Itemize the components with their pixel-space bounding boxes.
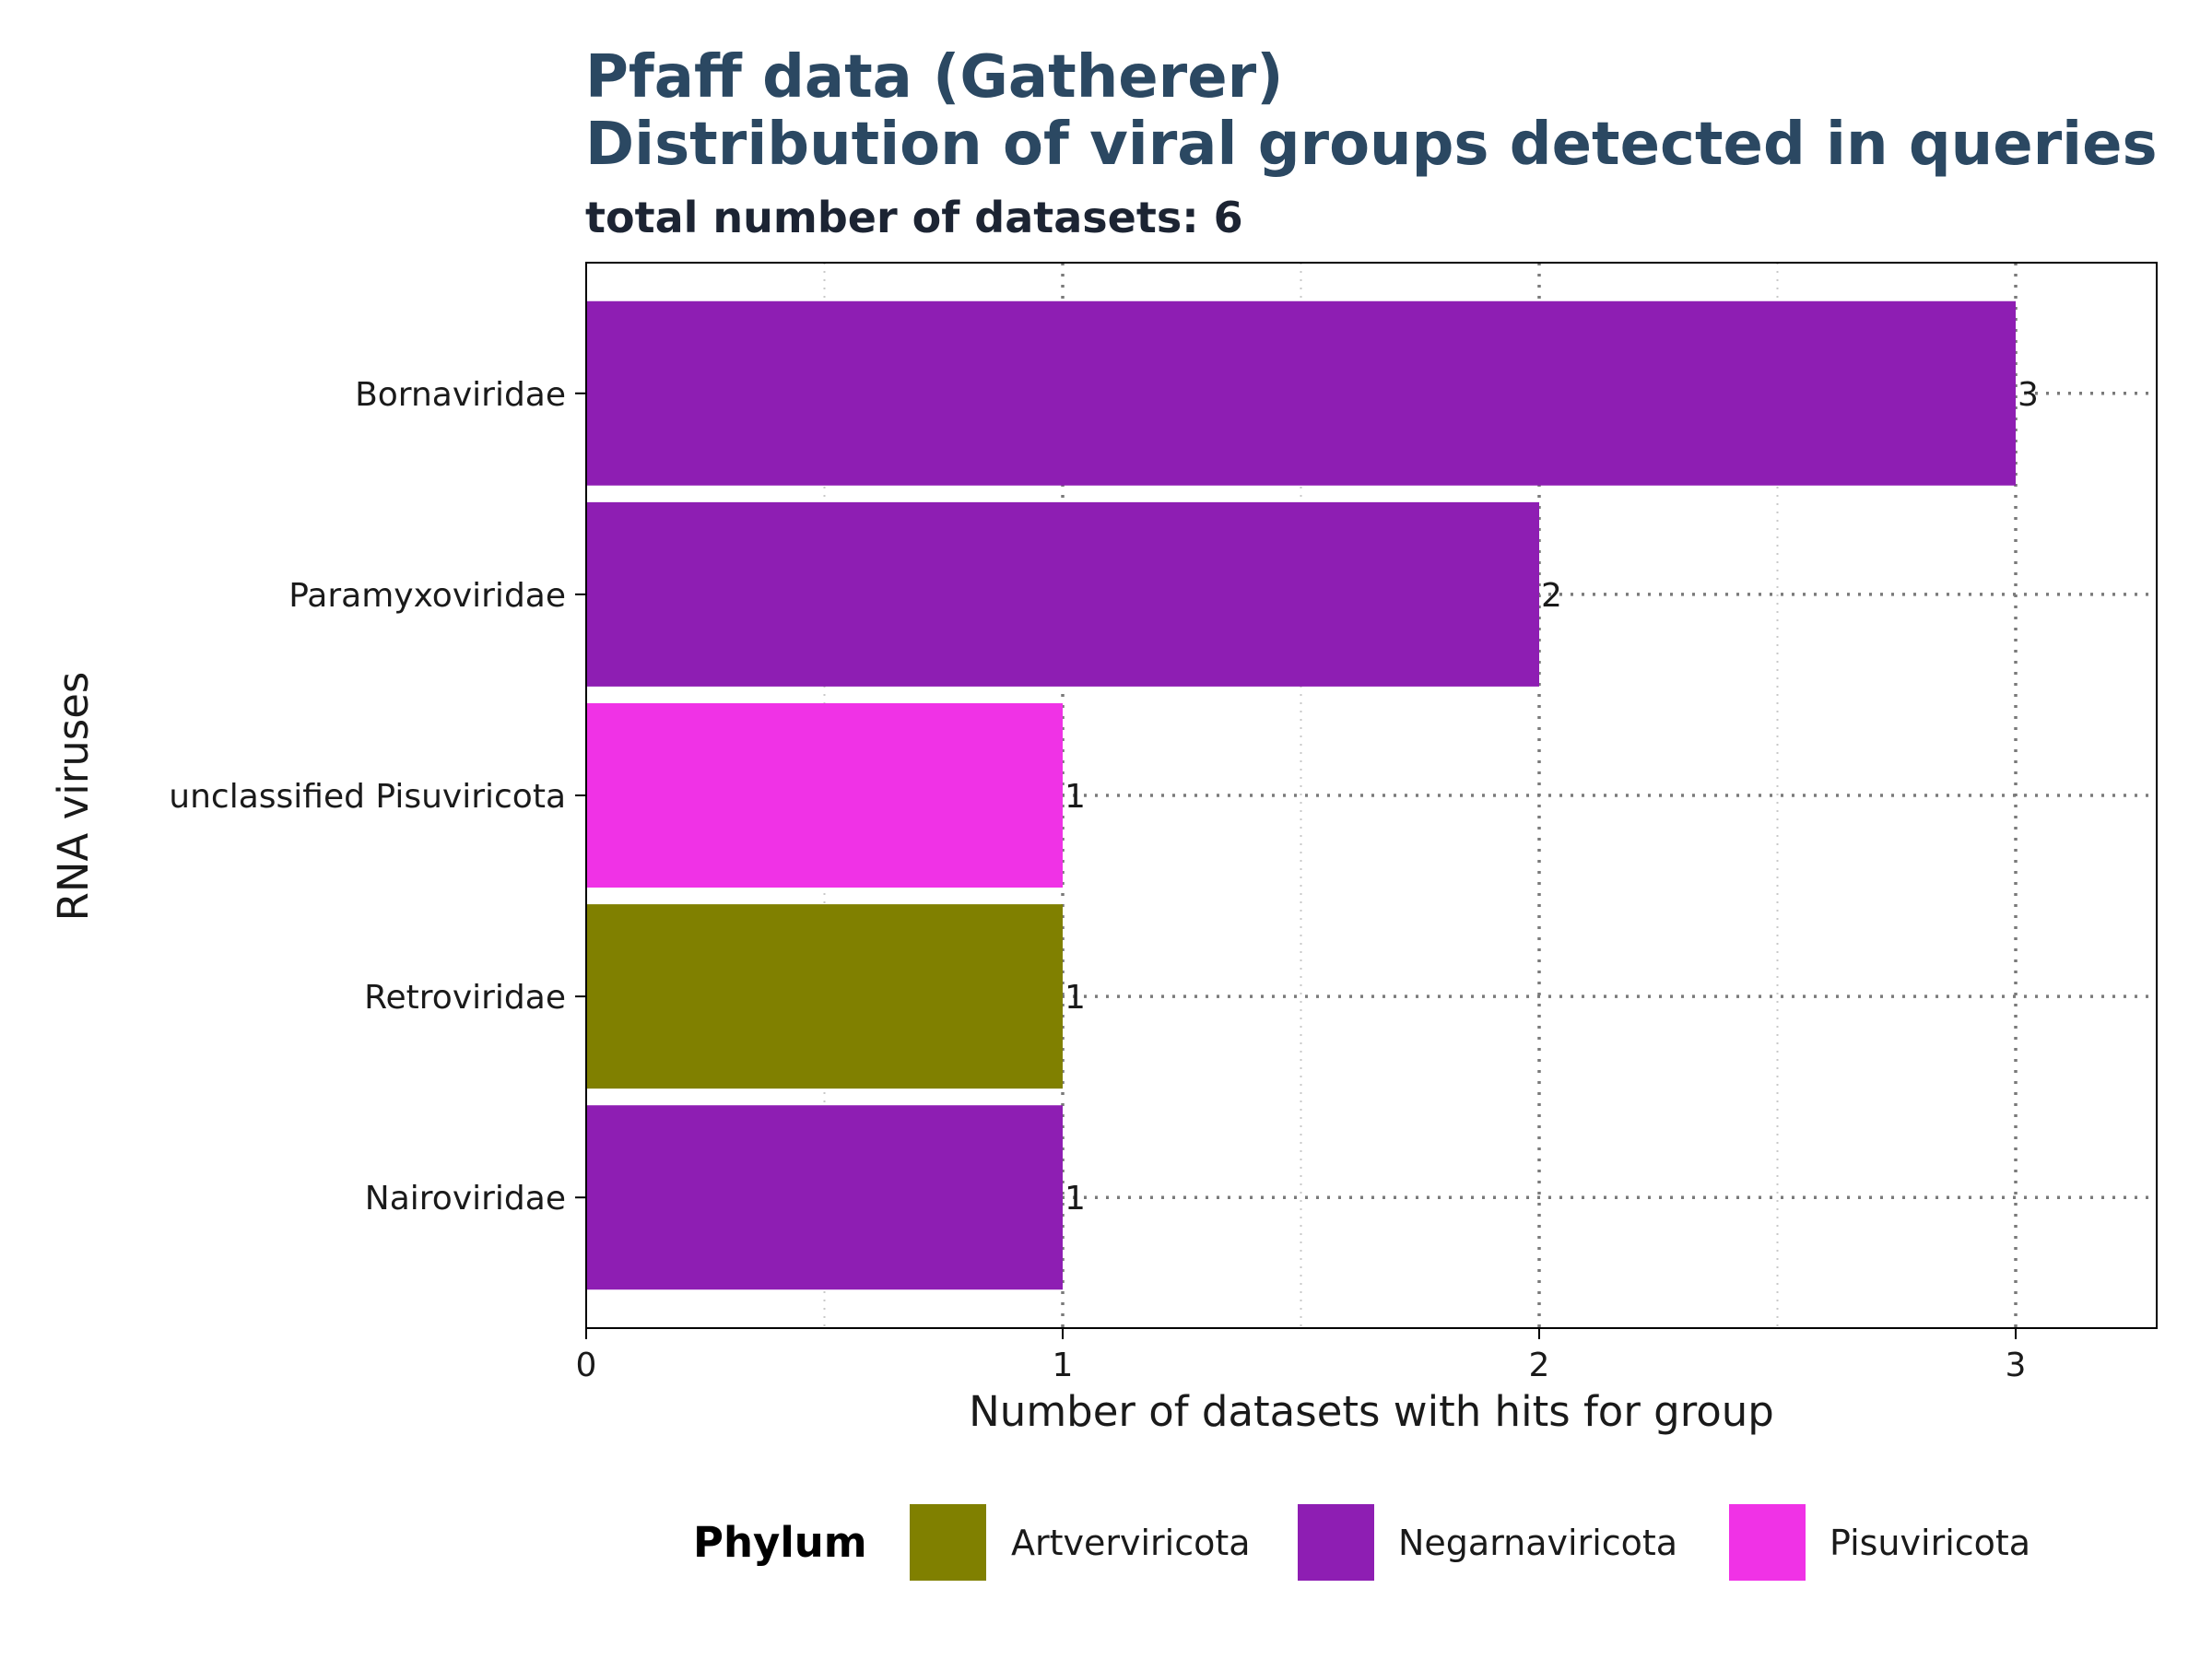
- data-label: 1: [1065, 979, 1086, 1017]
- legend-title: Phylum: [693, 1518, 867, 1567]
- y-tick-label: Nairoviridae: [365, 1180, 566, 1218]
- data-label: 1: [1065, 778, 1086, 816]
- chart-title: Pfaff data (Gatherer): [585, 43, 1283, 112]
- bar: [586, 1105, 1063, 1290]
- data-label: 1: [1065, 1180, 1086, 1218]
- plot-border: [585, 262, 2158, 1329]
- bar: [586, 703, 1063, 888]
- legend-swatch: [910, 1504, 986, 1581]
- y-axis-title: RNA viruses: [49, 672, 98, 922]
- legend: Phylum Artverviricota Negarnaviricota Pisu…: [693, 1504, 2030, 1581]
- legend-label: Artverviricota: [1011, 1523, 1251, 1563]
- bar: [586, 300, 2016, 486]
- axes: Bornaviridae Paramyxoviridae unclassified …: [169, 262, 2158, 1384]
- y-tick-label: Bornaviridae: [355, 376, 566, 414]
- x-tick-label: 2: [1529, 1347, 1550, 1384]
- data-label: 3: [2018, 376, 2039, 414]
- y-tick-label: Paramyxoviridae: [288, 577, 566, 615]
- y-tick-label: Retroviridae: [364, 979, 566, 1017]
- x-axis-title: Number of datasets with hits for group: [969, 1387, 1774, 1436]
- x-tick-label: 0: [576, 1347, 597, 1384]
- y-tick-label: unclassified Pisuviricota: [169, 778, 566, 816]
- data-label: 2: [1541, 577, 1562, 615]
- bar: [586, 501, 1539, 687]
- legend-swatch: [1298, 1504, 1374, 1581]
- x-tick-label: 3: [2006, 1347, 2027, 1384]
- x-tick-label: 1: [1053, 1347, 1074, 1384]
- chart-title-line2: Distribution of viral groups detected in…: [585, 111, 2158, 179]
- legend-label: Negarnaviricota: [1398, 1523, 1677, 1563]
- legend-swatch: [1729, 1504, 1806, 1581]
- data-labels: 3 2 1 1 1: [1065, 376, 2039, 1218]
- chart-subtitle: total number of datasets: 6: [585, 193, 1243, 242]
- legend-label: Pisuviricota: [1830, 1523, 2030, 1563]
- bar: [586, 904, 1063, 1089]
- bars: [586, 300, 2016, 1290]
